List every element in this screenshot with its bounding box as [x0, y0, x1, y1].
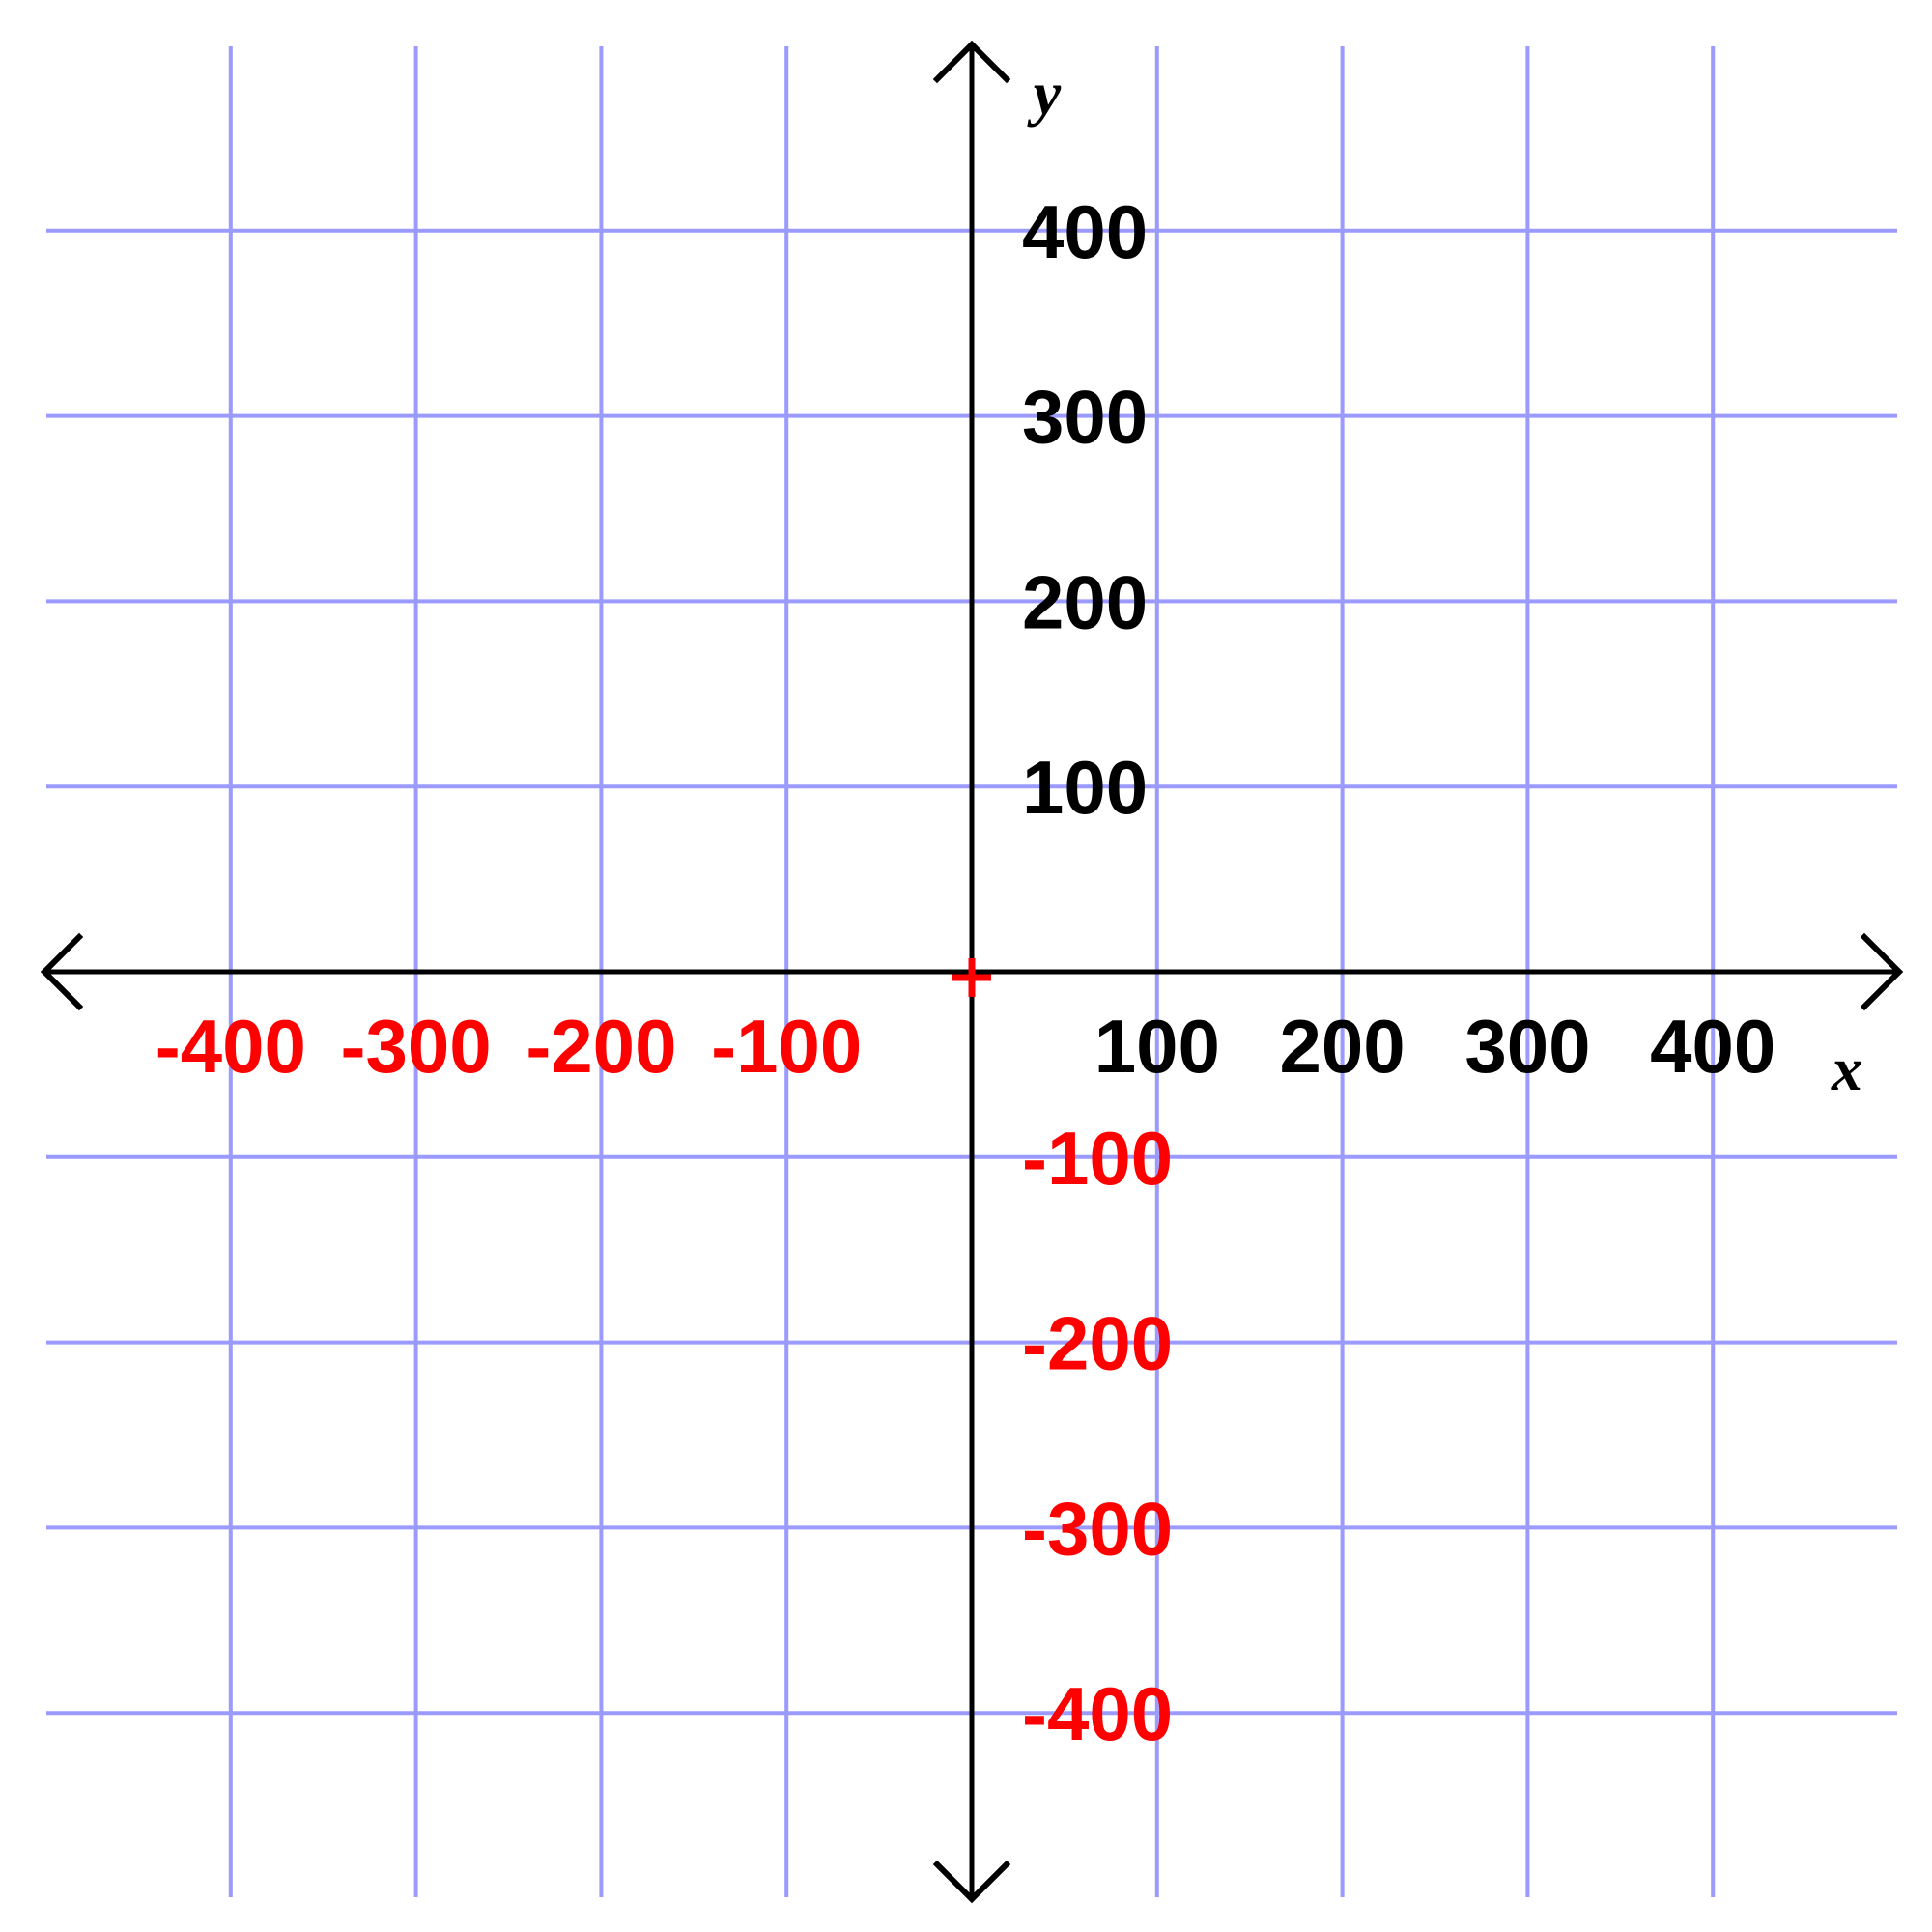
x-tick-label: 400	[1650, 1004, 1776, 1089]
y-tick-label: -300	[1022, 1486, 1173, 1571]
y-tick-label: 100	[1022, 745, 1148, 830]
x-tick-label: 100	[1094, 1004, 1220, 1089]
x-axis-right-arrow	[1860, 932, 1904, 1011]
y-axis-down-arrow	[932, 1860, 1011, 1904]
y-tick-label: -100	[1022, 1116, 1173, 1201]
y-tick-label: 400	[1022, 189, 1148, 274]
x-tick-label: -300	[341, 1004, 492, 1089]
x-tick-label: -200	[526, 1004, 676, 1089]
origin-marker	[952, 958, 991, 997]
x-tick-label: 300	[1464, 1004, 1590, 1089]
y-tick-label: -400	[1022, 1671, 1173, 1756]
y-tick-label: -200	[1022, 1301, 1173, 1386]
x-axis-label: x	[1831, 1035, 1862, 1103]
x-tick-label: 200	[1280, 1004, 1406, 1089]
tick-labels: -400 -300 -200 -100 100 200 300 400 400 300 200 100…	[156, 189, 1776, 1756]
y-axis-label: y	[1027, 59, 1062, 128]
y-axis-up-arrow	[932, 40, 1011, 84]
x-axis-left-arrow	[40, 932, 84, 1011]
x-tick-label: -100	[711, 1004, 862, 1089]
x-tick-label: -400	[156, 1004, 306, 1089]
y-tick-label: 300	[1022, 375, 1148, 460]
y-tick-label: 200	[1022, 559, 1148, 644]
